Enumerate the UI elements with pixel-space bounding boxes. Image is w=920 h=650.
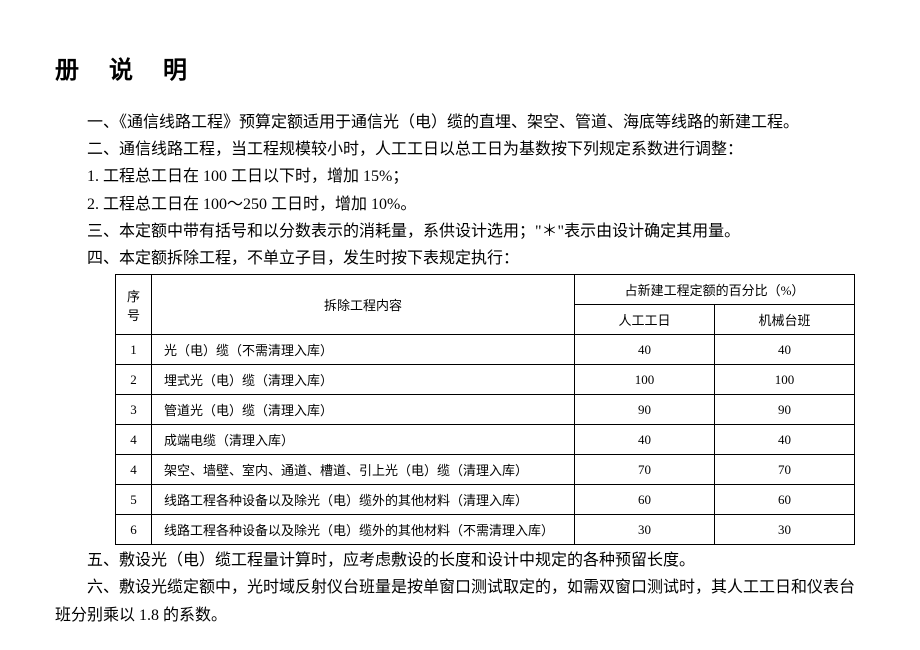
table-row: 2 埋式光（电）缆（清理入库） 100 100 <box>116 365 855 395</box>
cell-machine: 100 <box>715 365 855 395</box>
cell-seq: 4 <box>116 425 152 455</box>
table-row: 5 线路工程各种设备以及除光（电）缆外的其他材料（清理入库） 60 60 <box>116 485 855 515</box>
header-machine: 机械台班 <box>715 305 855 335</box>
cell-content: 线路工程各种设备以及除光（电）缆外的其他材料（清理入库） <box>152 485 575 515</box>
cell-content: 光（电）缆（不需清理入库） <box>152 335 575 365</box>
cell-machine: 60 <box>715 485 855 515</box>
cell-labor: 100 <box>575 365 715 395</box>
para-7: 五、敷设光（电）缆工程量计算时，应考虑敷设的长度和设计中规定的各种预留长度。 <box>55 547 865 574</box>
para-4: 2. 工程总工日在 100～250 工日时，增加 10%。 <box>55 191 865 218</box>
table-container: 序号 拆除工程内容 占新建工程定额的百分比（%） 人工工日 机械台班 1 光（电… <box>55 274 865 545</box>
cell-labor: 40 <box>575 425 715 455</box>
cell-content: 架空、墙壁、室内、通道、槽道、引上光（电）缆（清理入库） <box>152 455 575 485</box>
table-row: 3 管道光（电）缆（清理入库） 90 90 <box>116 395 855 425</box>
para-2: 二、通信线路工程，当工程规模较小时，人工工日以总工日为基数按下列规定系数进行调整… <box>55 136 865 163</box>
para-3: 1. 工程总工日在 100 工日以下时，增加 15%； <box>55 163 865 190</box>
cell-labor: 60 <box>575 485 715 515</box>
cell-labor: 70 <box>575 455 715 485</box>
cell-content: 成端电缆（清理入库） <box>152 425 575 455</box>
cell-labor: 90 <box>575 395 715 425</box>
table-row: 4 架空、墙壁、室内、通道、槽道、引上光（电）缆（清理入库） 70 70 <box>116 455 855 485</box>
header-labor: 人工工日 <box>575 305 715 335</box>
para-1: 一、《通信线路工程》预算定额适用于通信光（电）缆的直埋、架空、管道、海底等线路的… <box>55 109 865 136</box>
table-row: 6 线路工程各种设备以及除光（电）缆外的其他材料（不需清理入库） 30 30 <box>116 515 855 545</box>
cell-content: 管道光（电）缆（清理入库） <box>152 395 575 425</box>
cell-labor: 30 <box>575 515 715 545</box>
cell-machine: 30 <box>715 515 855 545</box>
cell-machine: 40 <box>715 425 855 455</box>
cell-labor: 40 <box>575 335 715 365</box>
cell-seq: 5 <box>116 485 152 515</box>
demolition-table: 序号 拆除工程内容 占新建工程定额的百分比（%） 人工工日 机械台班 1 光（电… <box>115 274 855 545</box>
para-6: 四、本定额拆除工程，不单立子目，发生时按下表规定执行： <box>55 245 865 272</box>
cell-machine: 90 <box>715 395 855 425</box>
header-percent: 占新建工程定额的百分比（%） <box>575 275 855 305</box>
doc-title: 册 说 明 <box>55 50 865 85</box>
table-body: 1 光（电）缆（不需清理入库） 40 40 2 埋式光（电）缆（清理入库） 10… <box>116 335 855 545</box>
para-8: 六、敷设光缆定额中，光时域反射仪台班量是按单窗口测试取定的，如需双窗口测试时，其… <box>55 574 865 628</box>
cell-content: 埋式光（电）缆（清理入库） <box>152 365 575 395</box>
para-5: 三、本定额中带有括号和以分数表示的消耗量，系供设计选用；"＊"表示由设计确定其用… <box>55 218 865 245</box>
table-row: 1 光（电）缆（不需清理入库） 40 40 <box>116 335 855 365</box>
table-header-row-1: 序号 拆除工程内容 占新建工程定额的百分比（%） <box>116 275 855 305</box>
cell-seq: 1 <box>116 335 152 365</box>
cell-seq: 6 <box>116 515 152 545</box>
cell-seq: 3 <box>116 395 152 425</box>
cell-seq: 2 <box>116 365 152 395</box>
header-content: 拆除工程内容 <box>152 275 575 335</box>
cell-machine: 40 <box>715 335 855 365</box>
cell-machine: 70 <box>715 455 855 485</box>
table-row: 4 成端电缆（清理入库） 40 40 <box>116 425 855 455</box>
header-seq: 序号 <box>116 275 152 335</box>
cell-content: 线路工程各种设备以及除光（电）缆外的其他材料（不需清理入库） <box>152 515 575 545</box>
cell-seq: 4 <box>116 455 152 485</box>
